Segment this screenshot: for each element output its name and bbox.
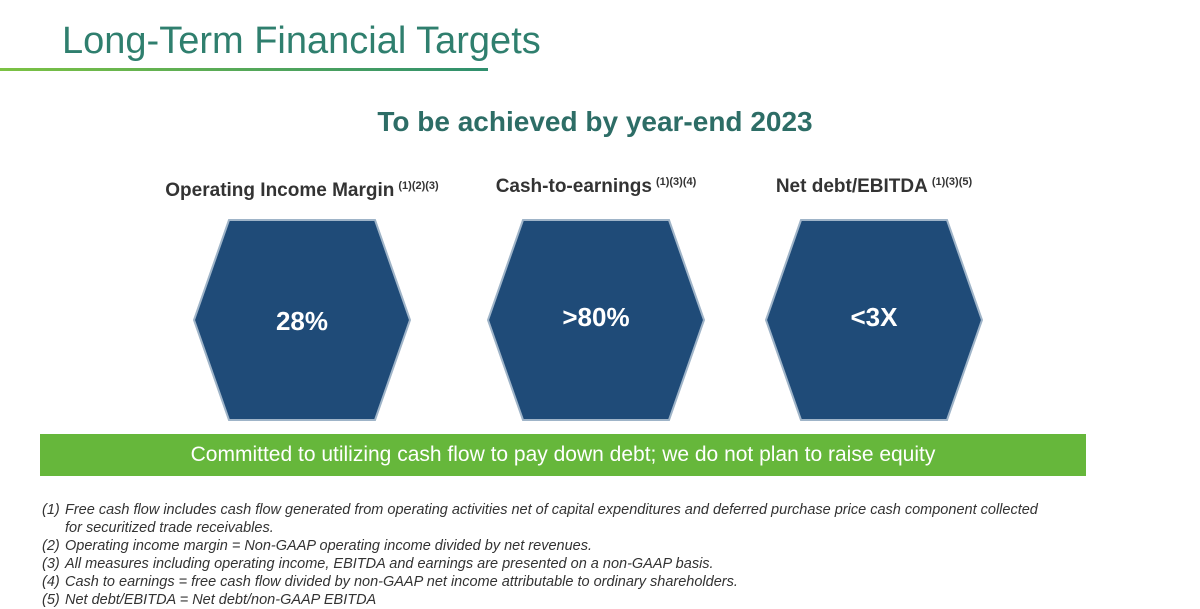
target: Operating Income Margin (1)(2)(3) 28% <box>142 176 462 421</box>
slide-title: Long-Term Financial Targets <box>62 20 541 62</box>
label-note: (1)(2)(3) <box>398 180 439 192</box>
banner: Committed to utilizing cash flow to pay … <box>40 434 1086 476</box>
target: Cash-to-earnings (1)(3)(4) >80% <box>436 176 756 421</box>
footnote-text: Cash to earnings = free cash flow divide… <box>65 574 738 590</box>
footnote-text: Net debt/EBITDA = Net debt/non-GAAP EBIT… <box>65 592 377 608</box>
target-label: Cash-to-earnings (1)(3)(4) <box>436 176 756 198</box>
target-value: <3X <box>850 302 898 332</box>
hexagon <box>486 219 706 421</box>
hexagon-shape <box>486 219 706 421</box>
target-value: 28% <box>275 306 329 336</box>
hexagon-shape <box>192 219 412 421</box>
footnote: (4) Cash to earnings = free cash flow div… <box>42 573 1052 591</box>
subtitle: To be achieved by year-end 2023 <box>377 106 813 137</box>
footnote-marker: (2) <box>42 538 60 554</box>
footnote-text: Free cash flow includes cash flow genera… <box>65 502 1038 536</box>
footnotes: (1) Free cash flow includes cash flow gen… <box>42 501 1052 609</box>
hexagon <box>192 219 412 421</box>
hexagon-shape <box>764 219 984 421</box>
label-text: Operating Income Margin <box>165 180 395 201</box>
footnote-text: Operating income margin = Non-GAAP opera… <box>65 538 592 554</box>
footnote: (2) Operating income margin = Non-GAAP op… <box>42 537 1052 555</box>
label-note: (1)(3)(4) <box>655 176 697 188</box>
footnote: (1) Free cash flow includes cash flow gen… <box>42 501 1052 537</box>
footnote-text: All measures including operating income,… <box>65 556 714 572</box>
target: Net debt/EBITDA (1)(3)(5) <3X <box>714 176 1034 421</box>
footnote-marker: (3) <box>42 556 60 572</box>
footnote-marker: (4) <box>42 574 60 590</box>
target-label: Net debt/EBITDA (1)(3)(5) <box>714 176 1034 198</box>
footnote: (3) All measures including operating inco… <box>42 555 1052 573</box>
label-text: Net debt/EBITDA <box>775 176 928 197</box>
target-value: >80% <box>562 302 630 332</box>
footnote-marker: (1) <box>42 502 60 518</box>
title-rule <box>0 68 488 71</box>
label-note: (1)(3)(5) <box>931 176 973 188</box>
target-label: Operating Income Margin (1)(2)(3) <box>142 180 462 202</box>
hexagon <box>764 219 984 421</box>
label-text: Cash-to-earnings <box>495 176 652 197</box>
footnote: (5) Net debt/EBITDA = Net debt/non-GAAP E… <box>42 591 1052 609</box>
footnote-marker: (5) <box>42 592 60 608</box>
